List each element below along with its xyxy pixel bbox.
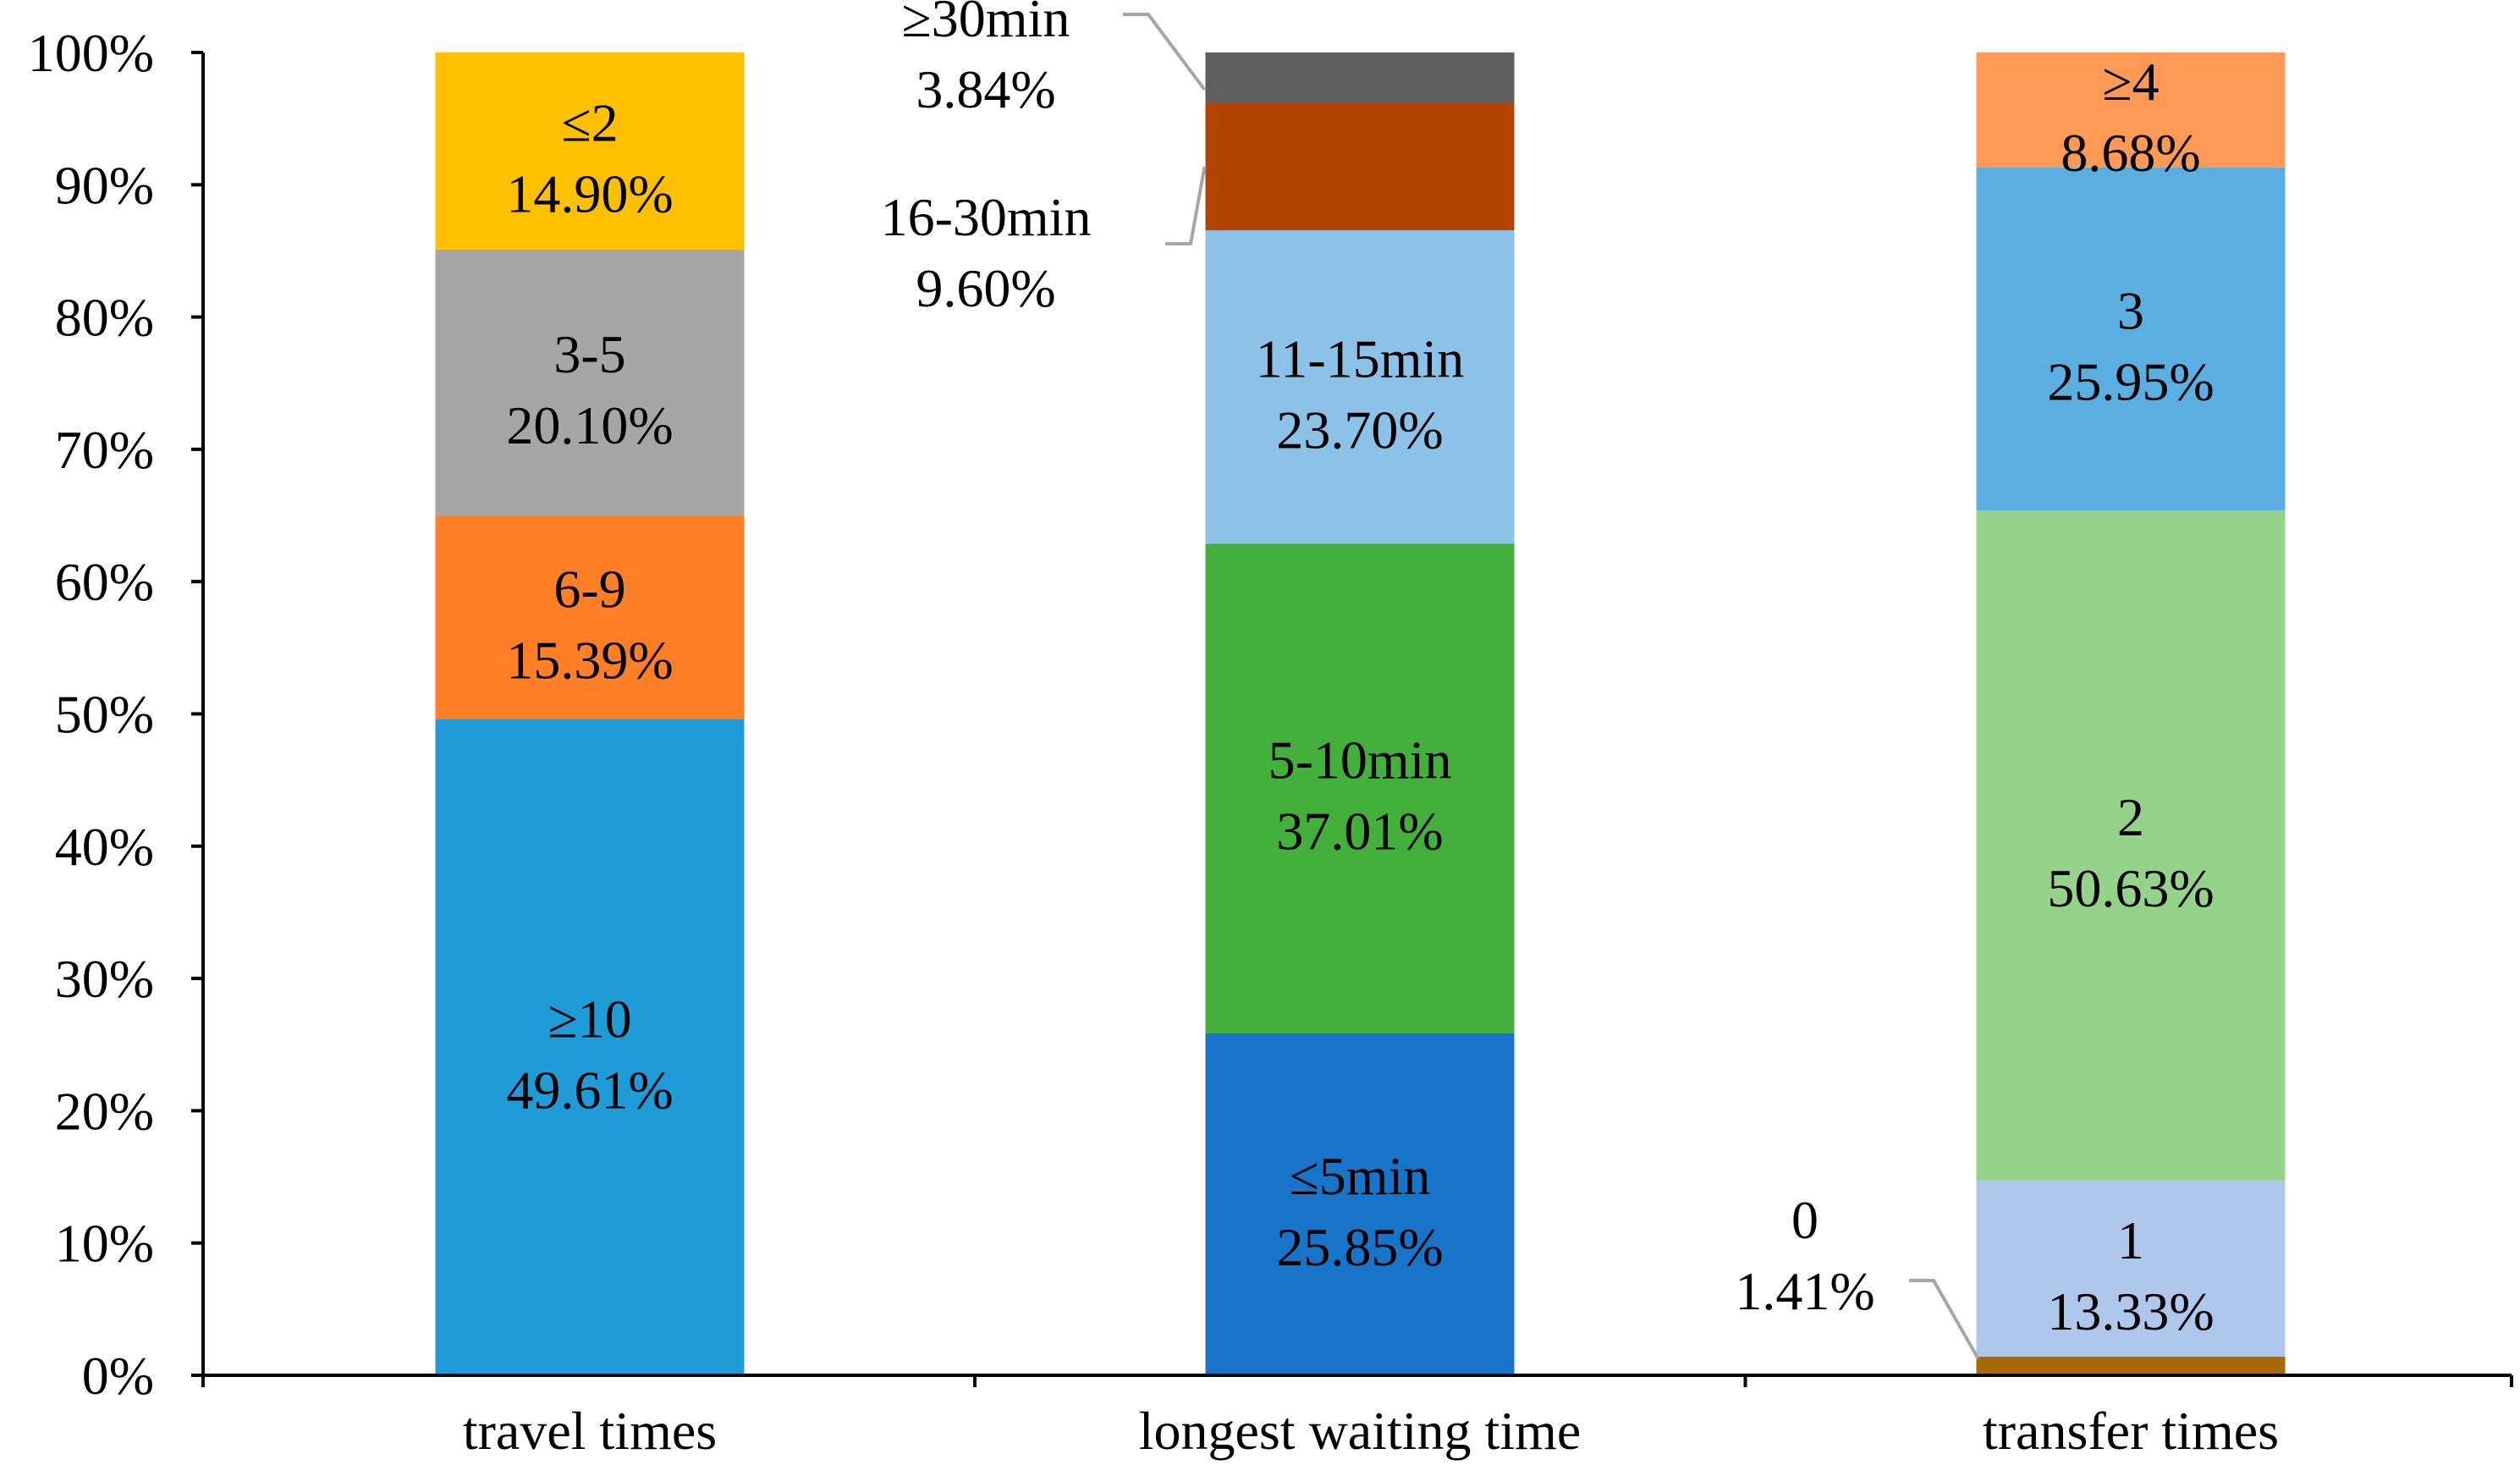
callout-longest-waiting-time-3-value-label: 9.60% <box>916 258 1055 318</box>
x-axis: travel times longest waiting time transfer… <box>201 1374 2513 1461</box>
data-label-longest-waiting-time-2: 11-15min 23.70% <box>1256 328 1465 460</box>
callout-longest-waiting-time-4-category-label: ≥30min <box>902 0 1070 48</box>
bar-segment-transfer-times-0 <box>1976 1356 2286 1375</box>
data-label-travel-times-3: ≤2 14.90% <box>506 92 673 223</box>
y-axis: 0% 10% 20% 30% 40% 50% 60% 70% 80% 90% 100% <box>28 23 205 1406</box>
data-label-transfer-times-2: 2 50.63% <box>2047 787 2214 918</box>
y-tick-label: 0% <box>82 1346 154 1406</box>
data-label-travel-times-3-category-label: ≤2 <box>561 92 618 152</box>
callouts: 16-30min 9.60% ≥30min 3.84% 0 1.41% <box>881 0 1980 1359</box>
callout-transfer-times-0: 0 1.41% <box>1735 1190 1980 1359</box>
data-label-travel-times-0: ≥10 49.61% <box>506 989 673 1120</box>
data-label-transfer-times-1-value-label: 13.33% <box>2047 1281 2214 1341</box>
data-label-longest-waiting-time-2-category-label: 11-15min <box>1256 328 1465 388</box>
y-tick-label: 80% <box>55 288 154 348</box>
callout-longest-waiting-time-3: 16-30min 9.60% <box>881 166 1207 318</box>
data-label-travel-times-3-value-label: 14.90% <box>506 163 673 223</box>
data-label-longest-waiting-time-2-value-label: 23.70% <box>1276 399 1443 460</box>
bar-segment-travel-times-3 <box>435 52 745 250</box>
data-label-transfer-times-3-category-label: 3 <box>2117 280 2144 340</box>
bar-segment-transfer-times-2 <box>1976 510 2286 1181</box>
data-label-transfer-times-1-category-label: 1 <box>2117 1210 2144 1270</box>
bar-segment-longest-waiting-time-4 <box>1205 52 1515 104</box>
y-tick-label: 70% <box>55 420 154 480</box>
data-label-transfer-times-2-value-label: 50.63% <box>2047 858 2214 918</box>
data-label-transfer-times-3: 3 25.95% <box>2047 280 2214 411</box>
y-tick-label: 50% <box>55 685 154 745</box>
data-label-travel-times-1-category-label: 6-9 <box>553 559 625 619</box>
data-label-longest-waiting-time-1: 5-10min 37.01% <box>1268 730 1452 862</box>
x-category-label: longest waiting time <box>1139 1401 1582 1461</box>
data-label-transfer-times-4: ≥4 8.68% <box>2061 52 2200 183</box>
bar-segment-travel-times-1 <box>435 515 745 719</box>
bars: ≥10 49.61% 6-9 15.39% 3-5 20.10% ≤2 14.90% ≤5min… <box>435 52 2286 1375</box>
bar-segment-travel-times-2 <box>435 249 745 516</box>
bar-segment-longest-waiting-time-0 <box>1205 1033 1515 1375</box>
bar-segment-transfer-times-1 <box>1976 1180 2286 1357</box>
data-label-transfer-times-3-value-label: 25.95% <box>2047 351 2214 411</box>
bar-segment-transfer-times-3 <box>1976 167 2286 511</box>
callout-longest-waiting-time-4: ≥30min 3.84% <box>902 0 1207 119</box>
data-label-travel-times-0-category-label: ≥10 <box>547 989 631 1049</box>
data-label-travel-times-2-category-label: 3-5 <box>553 324 625 384</box>
bar-segment-transfer-times-4 <box>1976 52 2286 168</box>
bar-segment-longest-waiting-time-3 <box>1205 103 1515 231</box>
callout-longest-waiting-time-3-category-label: 16-30min <box>881 187 1092 247</box>
data-label-travel-times-2: 3-5 20.10% <box>506 324 673 455</box>
data-label-travel-times-0-value-label: 49.61% <box>506 1060 673 1120</box>
data-label-travel-times-2-value-label: 20.10% <box>506 395 673 455</box>
y-tick-label: 30% <box>55 949 154 1009</box>
data-label-longest-waiting-time-0-category-label: ≤5min <box>1290 1146 1431 1206</box>
data-label-transfer-times-1: 1 13.33% <box>2047 1210 2214 1341</box>
data-label-longest-waiting-time-0-value-label: 25.85% <box>1276 1217 1443 1277</box>
callout-transfer-times-0-value-label: 1.41% <box>1735 1261 1874 1321</box>
bar-segment-travel-times-0 <box>435 719 745 1375</box>
y-tick-label: 20% <box>55 1081 154 1141</box>
data-label-travel-times-1: 6-9 15.39% <box>506 559 673 690</box>
callout-longest-waiting-time-4-value-label: 3.84% <box>916 59 1055 119</box>
data-label-transfer-times-4-value-label: 8.68% <box>2061 123 2200 183</box>
leader-line <box>1909 1279 1980 1359</box>
bar-segment-longest-waiting-time-2 <box>1205 230 1515 544</box>
data-label-longest-waiting-time-1-value-label: 37.01% <box>1276 801 1443 862</box>
leader-line <box>1165 166 1207 245</box>
y-tick-label: 40% <box>55 817 154 877</box>
data-label-transfer-times-2-category-label: 2 <box>2117 787 2144 847</box>
data-label-longest-waiting-time-0: ≤5min 25.85% <box>1276 1146 1443 1277</box>
y-tick-label: 60% <box>55 552 154 612</box>
y-tick-label: 10% <box>55 1214 154 1274</box>
data-label-longest-waiting-time-1-category-label: 5-10min <box>1268 730 1452 790</box>
x-category-label: travel times <box>463 1401 717 1461</box>
y-tick-label: 90% <box>55 155 154 215</box>
callout-transfer-times-0-category-label: 0 <box>1791 1190 1818 1250</box>
y-tick-label: 100% <box>28 23 154 83</box>
data-label-transfer-times-4-category-label: ≥4 <box>2102 52 2159 112</box>
data-label-travel-times-1-value-label: 15.39% <box>506 630 673 690</box>
x-category-label: transfer times <box>1983 1401 2279 1461</box>
bar-segment-longest-waiting-time-1 <box>1205 543 1515 1033</box>
leader-line <box>1123 13 1207 91</box>
